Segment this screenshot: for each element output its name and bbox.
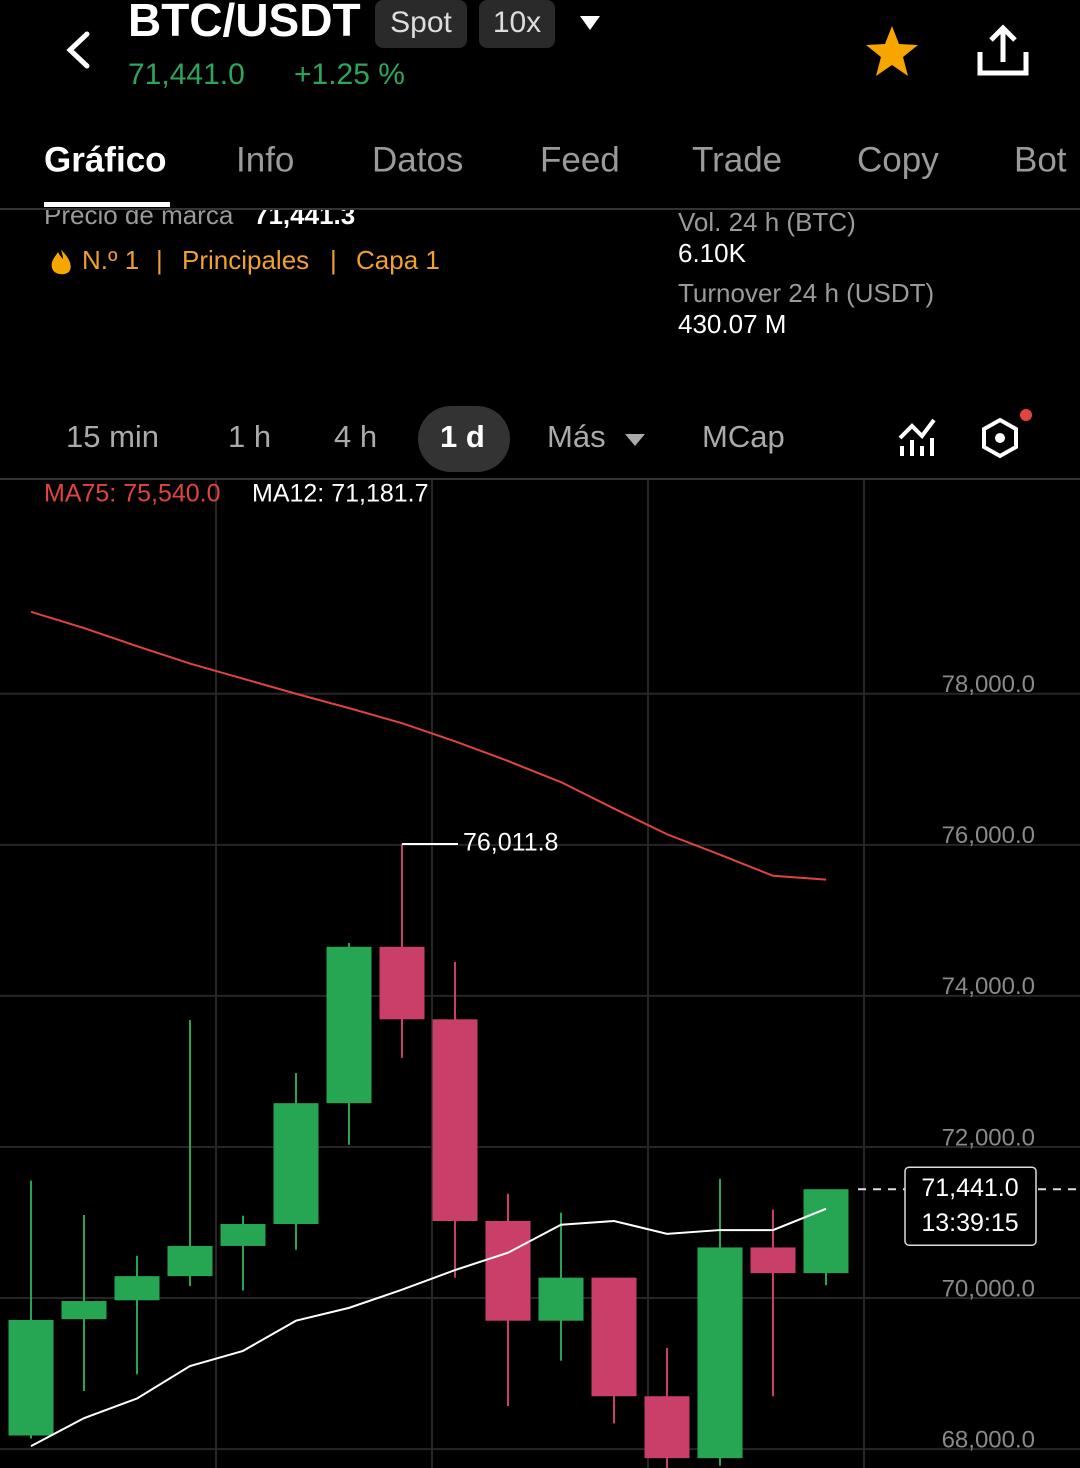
candle-body bbox=[8, 1319, 54, 1436]
price: 71,441.0 bbox=[128, 58, 245, 91]
tab[interactable]: Bot bbox=[1014, 140, 1067, 179]
ma-legend: MA75: 75,540.0 bbox=[44, 480, 221, 508]
interval[interactable]: 1 h bbox=[228, 419, 271, 454]
tab[interactable]: Info bbox=[236, 140, 294, 179]
pair: BTC/USDT bbox=[128, 0, 361, 46]
active-tab-indicator bbox=[44, 202, 170, 207]
interval[interactable]: MCap bbox=[702, 419, 785, 454]
indicator-icon[interactable] bbox=[898, 418, 936, 456]
y-tick-label: 78,000.0 bbox=[942, 671, 1035, 698]
tab[interactable]: Trade bbox=[692, 140, 782, 179]
candle-body bbox=[750, 1247, 796, 1274]
candle-body bbox=[61, 1301, 107, 1320]
tab[interactable]: Datos bbox=[372, 140, 463, 179]
pair-dropdown[interactable] bbox=[580, 16, 600, 30]
leverage: 10x bbox=[493, 6, 541, 39]
more-dropdown[interactable] bbox=[625, 434, 645, 446]
active-interval-bg bbox=[418, 406, 510, 472]
high-label: 76,011.8 bbox=[463, 829, 558, 857]
interval[interactable]: 1 d bbox=[440, 419, 485, 454]
separator: | bbox=[156, 245, 163, 275]
market-badge[interactable] bbox=[375, 0, 467, 48]
tab[interactable]: Feed bbox=[540, 140, 620, 179]
favorite-star[interactable] bbox=[866, 26, 918, 76]
y-tick-label: 74,000.0 bbox=[942, 973, 1035, 1000]
market: Spot bbox=[390, 6, 452, 39]
last-price-time: 13:39:15 bbox=[921, 1209, 1018, 1237]
turnover-value: 430.07 M bbox=[678, 309, 786, 339]
vol-label: Vol. 24 h (BTC) bbox=[678, 207, 856, 237]
last-price-box bbox=[904, 1166, 1037, 1246]
interval[interactable]: Más bbox=[547, 419, 606, 454]
fire-icon bbox=[51, 250, 71, 275]
ma-legend: MA12: 71,181.7 bbox=[252, 480, 429, 508]
back-button[interactable] bbox=[66, 31, 90, 69]
ma-line bbox=[30, 1207, 827, 1447]
y-tick-label: 70,000.0 bbox=[942, 1275, 1035, 1302]
leverage-badge[interactable] bbox=[479, 0, 555, 48]
candle-body bbox=[167, 1245, 213, 1277]
rank: N.º 1 bbox=[82, 245, 139, 275]
tag[interactable]: Principales bbox=[182, 245, 309, 275]
candle-body bbox=[644, 1396, 690, 1459]
tag[interactable]: Capa 1 bbox=[356, 245, 440, 275]
last-price-label: 71,441.0 bbox=[921, 1174, 1018, 1202]
tab[interactable]: Copy bbox=[857, 140, 939, 179]
separator: | bbox=[330, 245, 337, 275]
candle-body bbox=[326, 946, 372, 1104]
tab[interactable]: Gráfico bbox=[44, 140, 167, 179]
share-button[interactable] bbox=[977, 24, 1029, 76]
candle-body bbox=[379, 946, 425, 1020]
candle-body bbox=[591, 1277, 637, 1397]
candle-body bbox=[220, 1224, 266, 1246]
settings-icon[interactable] bbox=[982, 409, 1032, 459]
interval[interactable]: 15 min bbox=[66, 419, 159, 454]
candle-body bbox=[485, 1221, 531, 1321]
interval[interactable]: 4 h bbox=[334, 419, 377, 454]
y-tick-label: 68,000.0 bbox=[942, 1426, 1035, 1453]
turnover-label: Turnover 24 h (USDT) bbox=[678, 278, 934, 308]
y-tick-label: 72,000.0 bbox=[942, 1124, 1035, 1151]
candle-body bbox=[273, 1103, 319, 1225]
candle-body bbox=[697, 1247, 743, 1459]
vol-value: 6.10K bbox=[678, 238, 747, 268]
change: +1.25 % bbox=[294, 58, 405, 91]
y-tick-label: 76,000.0 bbox=[942, 822, 1035, 849]
candle-body bbox=[114, 1276, 160, 1301]
ma-line bbox=[30, 610, 827, 881]
candle-body bbox=[538, 1277, 584, 1321]
vertical-grid bbox=[215, 480, 865, 1468]
candle-body bbox=[432, 1019, 478, 1221]
candle-body bbox=[803, 1189, 849, 1274]
